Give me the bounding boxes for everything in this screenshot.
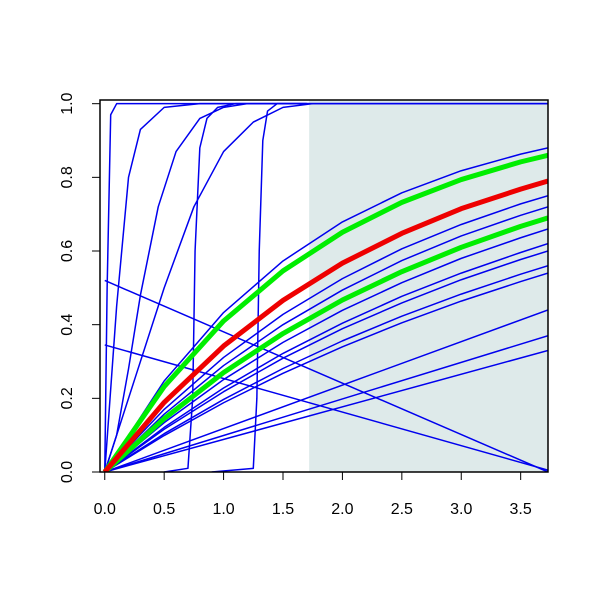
y-tick-label: 0.6 <box>59 240 76 262</box>
y-tick-label: 0.0 <box>59 461 76 483</box>
curve <box>104 102 313 472</box>
curve <box>104 265 548 472</box>
curve <box>104 102 248 472</box>
curve <box>102 178 548 472</box>
curve <box>104 335 548 472</box>
y-tick-label: 0.2 <box>59 387 76 409</box>
curve <box>164 102 307 472</box>
curve <box>104 279 548 472</box>
x-tick-label: 0.5 <box>153 501 175 518</box>
curve <box>104 242 548 472</box>
x-tick-label: 1.0 <box>212 501 234 518</box>
curve <box>104 147 548 472</box>
curve <box>104 272 548 472</box>
x-tick-label: 2.0 <box>331 501 353 518</box>
curve <box>102 152 548 472</box>
x-tick-label: 0.0 <box>94 501 116 518</box>
curve <box>104 309 548 472</box>
curve <box>104 228 548 472</box>
curve <box>104 349 548 472</box>
x-tick-label: 2.5 <box>391 501 413 518</box>
curve <box>104 206 548 472</box>
plot-lines <box>102 102 548 472</box>
y-tick-label: 0.4 <box>59 313 76 335</box>
x-tick-label: 3.5 <box>510 501 532 518</box>
curve <box>104 344 548 471</box>
curve <box>104 102 307 472</box>
y-tick-label: 1.0 <box>59 92 76 114</box>
curve <box>103 215 548 472</box>
curve <box>104 250 548 472</box>
x-tick-label: 3.0 <box>450 501 472 518</box>
curve <box>104 195 548 472</box>
curve <box>211 102 307 472</box>
y-tick-label: 0.8 <box>59 166 76 188</box>
x-tick-label: 1.5 <box>272 501 294 518</box>
